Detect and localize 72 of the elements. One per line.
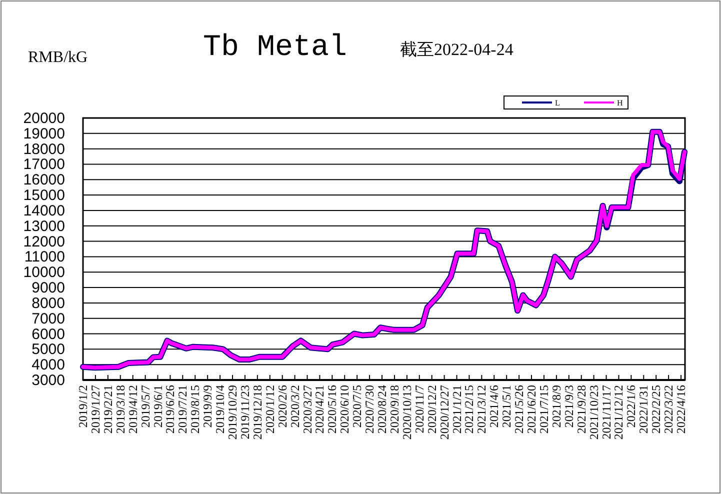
x-tick-label: 2019/12/18: [250, 385, 264, 440]
x-tick-label: 2021/5/26: [512, 385, 526, 434]
x-tick-label: 2019/6/26: [163, 385, 178, 434]
x-tick-label: 2019/10/4: [213, 385, 228, 434]
y-tick-label: 7000: [32, 310, 65, 328]
x-tick-label: 2022/3/22: [662, 385, 676, 434]
x-tick-label: 2021/4/6: [487, 385, 502, 428]
x-tick-label: 2019/2/21: [100, 385, 115, 434]
y-tick-label: 15000: [23, 187, 65, 204]
y-tick-label: 18000: [23, 140, 65, 158]
x-tick-label: 2020/9/18: [387, 385, 402, 434]
y-tick-label: 12000: [23, 233, 65, 250]
x-tick-label: 2021/8/9: [549, 385, 564, 428]
x-tick-label: 2021/10/23: [586, 385, 601, 440]
x-tick-label: 2019/5/7: [138, 385, 152, 428]
y-tick-label: 20000: [23, 110, 65, 127]
x-tick-label: 2020/3/27: [300, 385, 314, 434]
y-tick-label: 14000: [23, 202, 65, 220]
x-tick-label: 2019/7/21: [176, 385, 190, 434]
x-tick-label: 2019/1/27: [88, 385, 102, 434]
x-tick-label: 2020/5/16: [325, 385, 340, 434]
y-tick-label: 8000: [32, 294, 65, 312]
text: 截至2022-04-24: [400, 40, 514, 59]
x-tick-label: 2019/8/15: [188, 385, 202, 434]
x-tick-label: 2019/3/18: [113, 385, 128, 434]
x-tick-label: 2020/1/12: [262, 385, 277, 434]
x-tick-label: 2020/6/10: [338, 385, 352, 434]
x-tick-label: 2021/9/28: [574, 385, 588, 434]
x-tick-label: 2022/1/6: [624, 385, 638, 428]
x-tick-label: 2021/2/15: [462, 385, 476, 434]
x-tick-label: 2020/2/6: [275, 385, 290, 428]
x-tick-label: 2021/11/17: [599, 385, 614, 440]
x-tick-label: 2022/4/16: [674, 385, 688, 434]
x-tick-label: 2021/9/3: [562, 385, 576, 428]
x-tick-label: 2019/4/12: [126, 385, 140, 434]
y-tick-label: 10000: [23, 264, 65, 282]
x-tick-label: 2021/5/1: [500, 385, 514, 428]
x-tick-label: 2020/10/13: [400, 385, 414, 440]
y-tick-label: 19000: [23, 125, 65, 142]
x-tick-label: 2019/1/2: [76, 385, 90, 428]
x-tick-label: 2019/6/1: [150, 385, 165, 428]
x-tick-label: 2021/7/15: [536, 385, 551, 434]
legend-label: L: [555, 98, 560, 108]
x-tick-label: 2020/7/30: [362, 385, 377, 434]
x-tick-label: 2019/10/29: [226, 385, 240, 440]
x-tick-label: 2021/3/12: [474, 385, 489, 434]
x-tick-label: 2022/1/31: [636, 385, 651, 434]
legend-label: H: [617, 98, 623, 108]
y-tick-label: 5000: [32, 341, 65, 358]
x-tick-label: 2020/12/2: [424, 385, 439, 434]
x-tick-label: 2021/12/12: [612, 385, 626, 440]
y-tick-label: 11000: [24, 248, 65, 266]
y-tick-label: 13000: [23, 218, 65, 235]
x-tick-label: 2020/12/27: [437, 385, 452, 440]
y-tick-label: 4000: [32, 356, 65, 374]
x-tick-label: 2020/3/2: [288, 385, 302, 428]
y-tick-label: 6000: [32, 326, 65, 343]
x-tick-label: 2021/1/21: [450, 385, 464, 434]
x-tick-label: 2020/7/5: [350, 385, 364, 428]
y-tick-label: 9000: [32, 280, 65, 297]
x-tick-label: 2019/11/23: [238, 385, 252, 440]
x-tick-label: 2022/2/25: [649, 385, 664, 434]
chart-title: Tb Metal: [202, 31, 348, 65]
y-axis-title: RMB/kG: [28, 49, 88, 66]
x-tick-label: 2020/11/7: [412, 385, 426, 434]
x-tick-label: 2020/4/21: [312, 385, 327, 434]
y-tick-label: 3000: [32, 372, 65, 389]
x-tick-label: 2021/6/20: [524, 385, 539, 434]
y-tick-label: 16000: [23, 172, 65, 189]
x-tick-label: 2019/9/9: [200, 385, 215, 428]
y-tick-label: 17000: [23, 156, 65, 174]
x-tick-label: 2020/8/24: [375, 385, 390, 434]
